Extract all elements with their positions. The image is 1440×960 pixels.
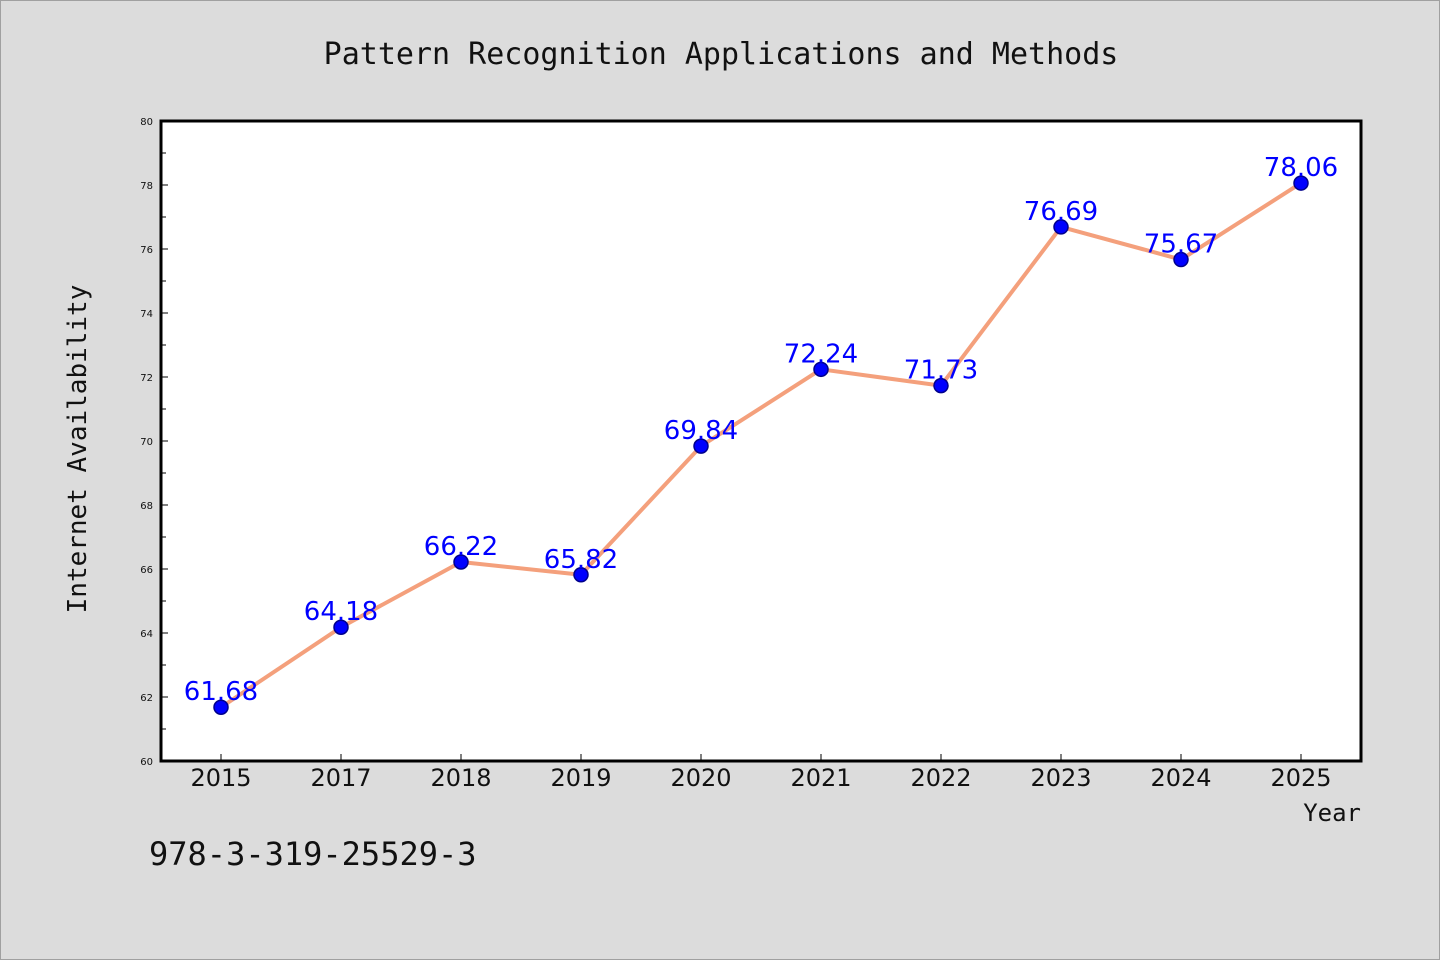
x-tick-label: 2024 <box>1150 764 1211 792</box>
y-tick-label: 80 <box>140 117 153 128</box>
data-point <box>1173 251 1189 268</box>
x-tick-label: 2018 <box>430 764 491 792</box>
data-point <box>1293 175 1309 191</box>
plot-area <box>159 119 1363 763</box>
isbn-text: 978-3-319-25529-3 <box>149 835 477 873</box>
data-label: 61.68 <box>184 677 258 707</box>
data-point <box>933 377 949 394</box>
data-point <box>213 699 229 715</box>
x-tick-label: 2023 <box>1030 764 1091 792</box>
x-axis: 2015 2017 2018 2019 2020 2021 2022 2023 2024 2025 <box>190 754 1332 792</box>
data-label: 76.69 <box>1024 197 1098 227</box>
x-tick-label: 2025 <box>1270 764 1331 792</box>
y-tick-label: 78 <box>140 181 153 192</box>
y-tick-label: 64 <box>140 629 153 640</box>
y-tick-label: 68 <box>140 501 153 512</box>
data-point <box>573 567 589 583</box>
y-tick-label: 62 <box>140 693 153 704</box>
data-label: 78.06 <box>1264 153 1338 183</box>
y-axis: 60 62 64 66 68 70 72 74 76 78 80 <box>140 117 168 768</box>
y-axis-label: Internet Availability <box>63 285 93 614</box>
y-tick-label: 72 <box>140 373 153 384</box>
x-tick-label: 2017 <box>310 764 371 792</box>
x-axis-label: Year <box>1303 799 1361 827</box>
y-tick-label: 74 <box>140 309 153 320</box>
chart-title: Pattern Recognition Applications and Met… <box>324 37 1119 72</box>
y-tick-label: 66 <box>140 565 153 576</box>
data-label: 65.82 <box>544 545 618 575</box>
y-tick-label: 60 <box>140 757 153 768</box>
data-labels: 61.68 64.18 66.22 65.82 69.84 72.24 71.73 76.69… <box>184 153 1338 707</box>
x-tick-label: 2015 <box>190 764 251 792</box>
data-label: 69.84 <box>664 416 738 446</box>
data-label: 66.22 <box>424 532 498 562</box>
data-label: 64.18 <box>304 597 378 627</box>
series-line <box>219 181 1303 709</box>
data-point <box>813 361 829 378</box>
y-tick-label: 70 <box>140 437 153 448</box>
x-tick-label: 2021 <box>790 764 851 792</box>
y-tick-label: 76 <box>140 245 153 256</box>
data-point <box>693 438 709 454</box>
x-tick-label: 2020 <box>670 764 731 792</box>
data-label: 72.24 <box>784 339 858 369</box>
data-label: 71.73 <box>904 356 978 386</box>
x-tick-label: 2022 <box>910 764 971 792</box>
x-tick-label: 2019 <box>550 764 611 792</box>
data-point <box>333 619 349 635</box>
data-point <box>1053 219 1069 235</box>
data-point <box>453 554 469 570</box>
series-markers <box>213 175 1309 715</box>
data-label: 75.67 <box>1144 230 1218 260</box>
